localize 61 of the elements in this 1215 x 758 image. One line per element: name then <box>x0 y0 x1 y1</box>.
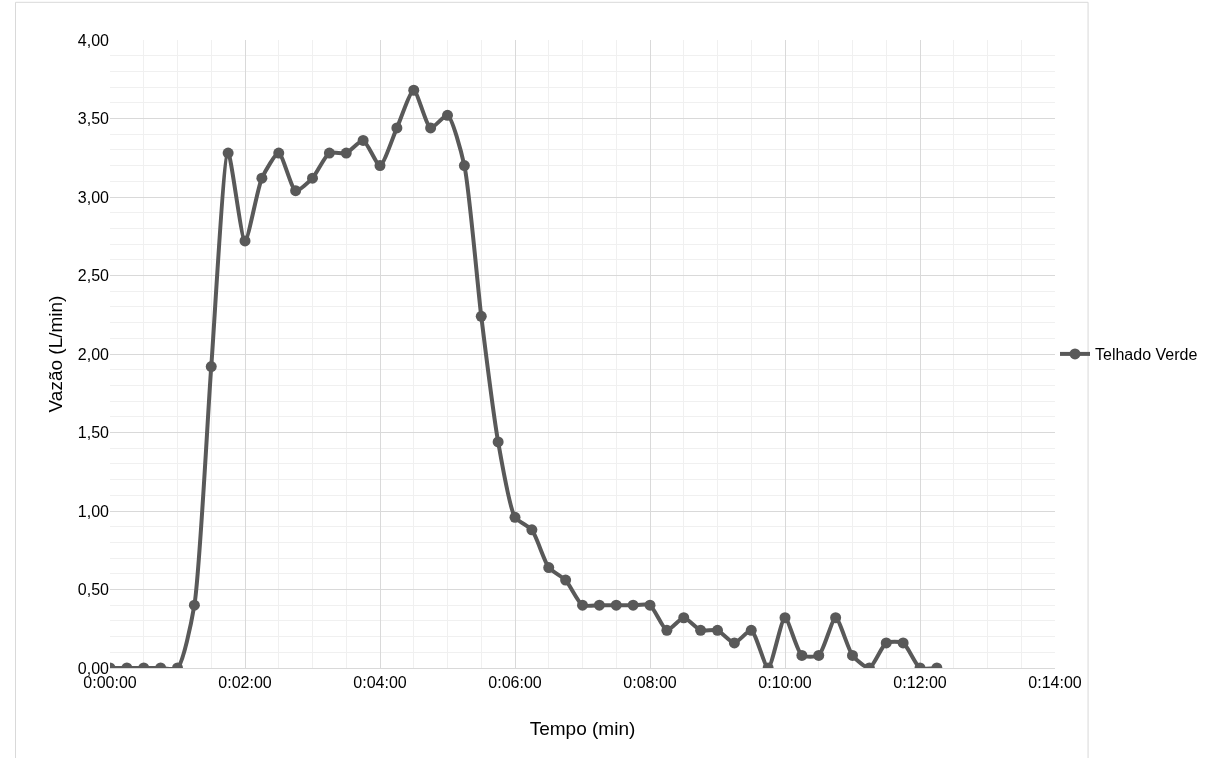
point <box>290 185 302 197</box>
point <box>897 637 909 649</box>
x-tick-label: 0:04:00 <box>353 674 407 692</box>
point <box>796 649 808 661</box>
point <box>627 599 639 611</box>
point <box>475 310 487 322</box>
point <box>256 172 268 184</box>
point <box>644 599 656 611</box>
x-tick-label: 0:02:00 <box>218 674 272 692</box>
y-axis-title: Vazão (L/min) <box>45 295 66 413</box>
point <box>273 147 285 159</box>
point <box>695 624 707 636</box>
x-tick-label: 0:12:00 <box>893 674 947 692</box>
y-tick-label: 2,00 <box>77 345 110 363</box>
x-tick-label: 0:08:00 <box>623 674 677 692</box>
point <box>745 624 757 636</box>
y-tick-label: 2,50 <box>77 267 110 285</box>
legend-label: Telhado Verde <box>1095 346 1198 364</box>
point <box>374 160 386 172</box>
point <box>222 147 234 159</box>
point <box>188 599 200 611</box>
point <box>509 511 521 523</box>
point <box>577 599 588 611</box>
point <box>678 612 690 624</box>
point <box>813 649 825 661</box>
point <box>661 624 673 636</box>
x-tick-label: 0:00:00 <box>83 674 137 692</box>
point <box>880 637 892 649</box>
y-tick-label: 1,00 <box>77 502 110 520</box>
y-tick-label: 3,00 <box>77 188 110 206</box>
point <box>442 109 453 121</box>
point <box>239 235 251 247</box>
point <box>425 122 437 134</box>
point <box>543 562 555 574</box>
y-tick-label: 3,50 <box>77 110 110 128</box>
point <box>323 147 335 159</box>
point <box>830 612 842 624</box>
point <box>728 637 740 649</box>
x-axis-title: Tempo (min) <box>529 718 636 739</box>
x-tick-label: 0:06:00 <box>488 674 542 692</box>
point <box>560 574 572 586</box>
y-tick-label: 0,50 <box>77 581 110 599</box>
point <box>492 436 504 448</box>
point <box>307 172 318 184</box>
x-tick-label: 0:14:00 <box>1028 674 1082 692</box>
point <box>391 122 403 134</box>
point <box>458 160 470 172</box>
y-tick-label: 4,00 <box>77 31 110 49</box>
point <box>712 624 723 636</box>
point <box>847 649 858 661</box>
point <box>779 612 791 624</box>
x-tick-label: 0:10:00 <box>758 674 812 692</box>
y-tick-label: 1,50 <box>77 424 110 442</box>
point <box>408 84 420 96</box>
point <box>526 524 538 536</box>
point <box>357 134 369 146</box>
point <box>340 147 352 159</box>
point <box>205 361 217 373</box>
point <box>610 599 622 611</box>
point <box>593 599 605 611</box>
y-tick-label: 0,00 <box>77 659 110 677</box>
